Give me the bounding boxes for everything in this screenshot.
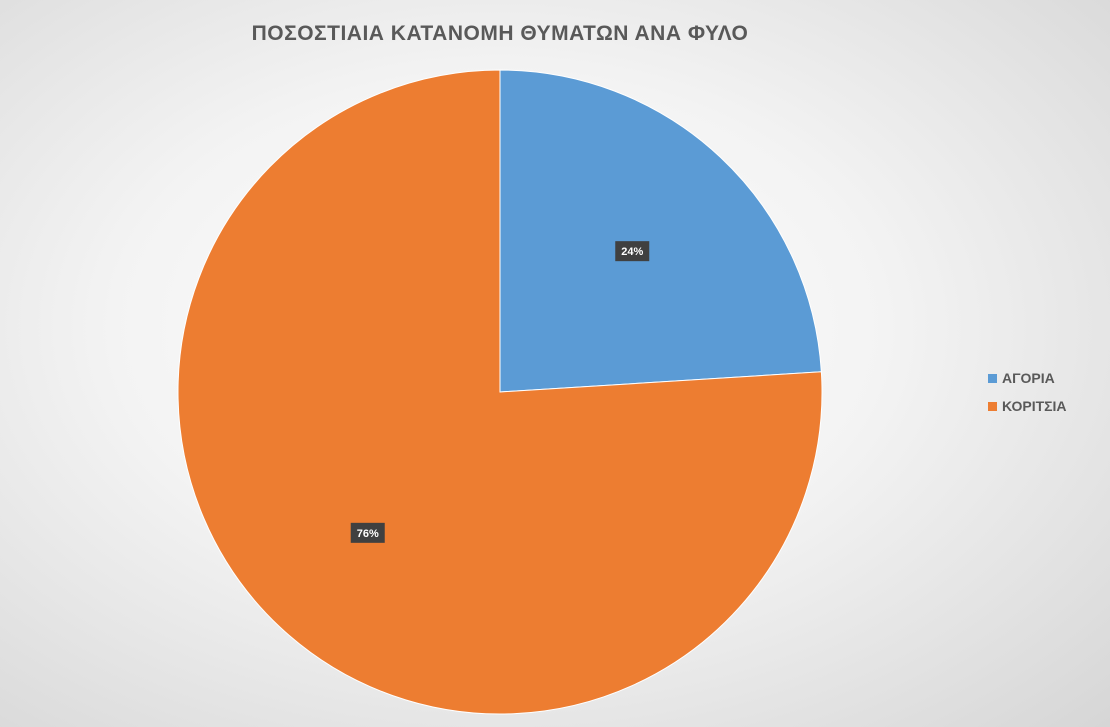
legend-label-boys: ΑΓΟΡΙΑ bbox=[1002, 370, 1055, 386]
chart-title: ΠΟΣΟΣΤΙΑΙΑ ΚΑΤΑΝΟΜΗ ΘΥΜΑΤΩΝ ΑΝΑ ΦΥΛΟ bbox=[251, 22, 749, 45]
legend-swatch-boys bbox=[988, 373, 997, 383]
pie-slice-boys bbox=[499, 69, 822, 393]
data-label-boys-bg bbox=[615, 241, 650, 262]
legend-item-girls: ΚΟΡΙΤΣΙΑ bbox=[988, 392, 1067, 420]
data-label-girls: 76% bbox=[350, 522, 385, 543]
legend-item-boys: ΑΓΟΡΙΑ bbox=[988, 364, 1067, 392]
data-label-girls-bg bbox=[350, 522, 385, 543]
data-label-boys-text: 24% bbox=[621, 246, 643, 258]
legend-swatch-girls bbox=[988, 401, 997, 411]
pie-slice-girls bbox=[177, 69, 823, 715]
data-label-boys: 24% bbox=[615, 241, 650, 262]
legend-label-girls: ΚΟΡΙΤΣΙΑ bbox=[1002, 398, 1067, 414]
legend: ΑΓΟΡΙΑ ΚΟΡΙΤΣΙΑ bbox=[988, 364, 1067, 420]
data-label-girls-text: 76% bbox=[357, 528, 379, 540]
